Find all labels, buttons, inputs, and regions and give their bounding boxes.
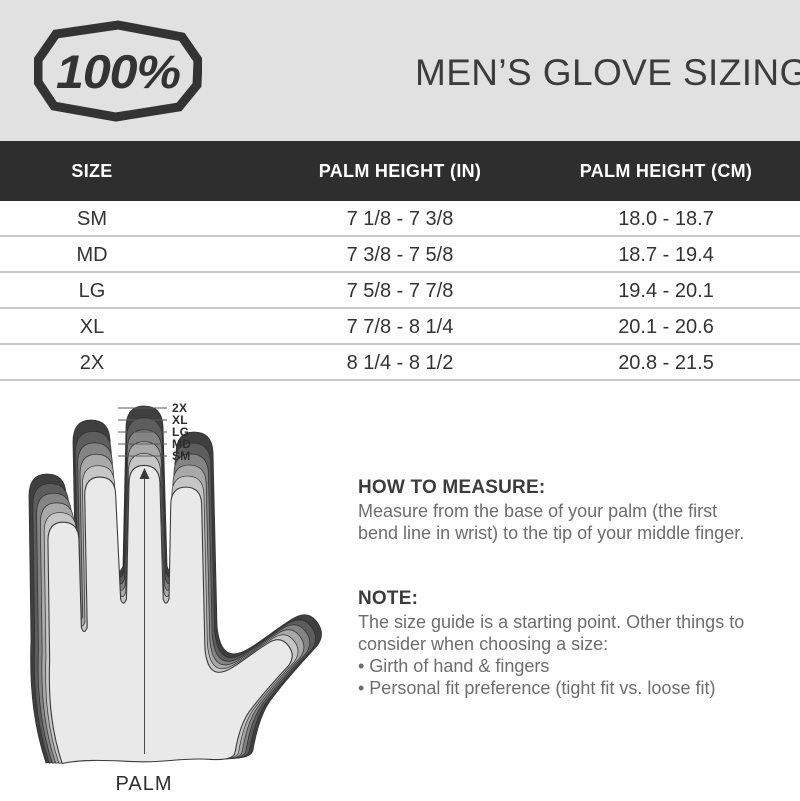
note-heading: NOTE: xyxy=(358,588,419,609)
table-header-row: SIZE PALM HEIGHT (IN) PALM HEIGHT (CM) xyxy=(0,141,800,201)
size-cell: XL xyxy=(79,316,105,338)
palm-in-cell: 7 3/8 - 7 5/8 xyxy=(346,244,454,266)
size-tick-label-sm: SM xyxy=(172,449,191,463)
size-cell: MD xyxy=(76,244,108,266)
palm-cm-cell: 18.7 - 19.4 xyxy=(618,244,714,266)
logo-text: 100% xyxy=(56,45,180,98)
palm-in-cell: 8 1/4 - 8 1/2 xyxy=(346,352,454,374)
size-cell: LG xyxy=(78,280,106,302)
palm-cm-cell: 20.8 - 21.5 xyxy=(618,352,714,374)
size-tick-label-md: MD xyxy=(172,437,191,451)
size-cell: 2X xyxy=(79,352,105,374)
header-band: 100% MEN’S GLOVE SIZING xyxy=(0,0,800,141)
palm-in-cell: 7 7/8 - 8 1/4 xyxy=(346,316,454,338)
palm-cm-cell: 18.0 - 18.7 xyxy=(618,208,714,230)
size-tick-label-lg: LG xyxy=(172,425,189,439)
palm-in-cell: 7 5/8 - 7 7/8 xyxy=(346,280,454,302)
palm-label: PALM xyxy=(116,773,173,795)
hand-diagram: 2X XL LG MD SM PALM xyxy=(28,401,322,795)
note-bullet-girth: • Girth of hand & fingers xyxy=(358,656,550,676)
column-header-palm-cm: PALM HEIGHT (CM) xyxy=(579,161,753,181)
palm-in-cell: 7 1/8 - 7 3/8 xyxy=(346,208,454,230)
palm-cm-cell: 20.1 - 20.6 xyxy=(618,316,714,338)
size-tick-label-2x: 2X xyxy=(172,401,187,415)
note-body: The size guide is a starting point. Othe… xyxy=(358,612,745,654)
size-table: SM 7 1/8 - 7 3/8 18.0 - 18.7 MD 7 3/8 - … xyxy=(0,201,800,381)
column-header-palm-in: PALM HEIGHT (IN) xyxy=(318,161,482,181)
table-row-2x: 2X 8 1/4 - 8 1/2 20.8 - 21.5 xyxy=(0,345,800,381)
table-row-sm: SM 7 1/8 - 7 3/8 18.0 - 18.7 xyxy=(0,201,800,237)
how-to-measure-body: Measure from the base of your palm (the … xyxy=(358,501,745,543)
size-cell: SM xyxy=(77,208,107,230)
size-tick-label-xl: XL xyxy=(172,413,188,427)
palm-cm-cell: 19.4 - 20.1 xyxy=(618,280,714,302)
table-row-lg: LG 7 5/8 - 7 7/8 19.4 - 20.1 xyxy=(0,273,800,309)
table-row-md: MD 7 3/8 - 7 5/8 18.7 - 19.4 xyxy=(0,237,800,273)
column-header-size: SIZE xyxy=(71,161,113,181)
note-section: NOTE: The size guide is a starting point… xyxy=(358,588,796,699)
how-to-measure-heading: HOW TO MEASURE: xyxy=(358,477,546,498)
page-title: MEN’S GLOVE SIZING xyxy=(415,52,800,93)
how-to-measure-section: HOW TO MEASURE: Measure from the base of… xyxy=(358,477,796,544)
table-row-xl: XL 7 7/8 - 8 1/4 20.1 - 20.6 xyxy=(0,309,800,345)
note-bullet-fit: • Personal fit preference (tight fit vs.… xyxy=(358,678,716,698)
logo-hexagon xyxy=(34,20,202,122)
brand-logo: 100% xyxy=(34,20,202,122)
measurement-arrow-icon xyxy=(139,468,150,479)
